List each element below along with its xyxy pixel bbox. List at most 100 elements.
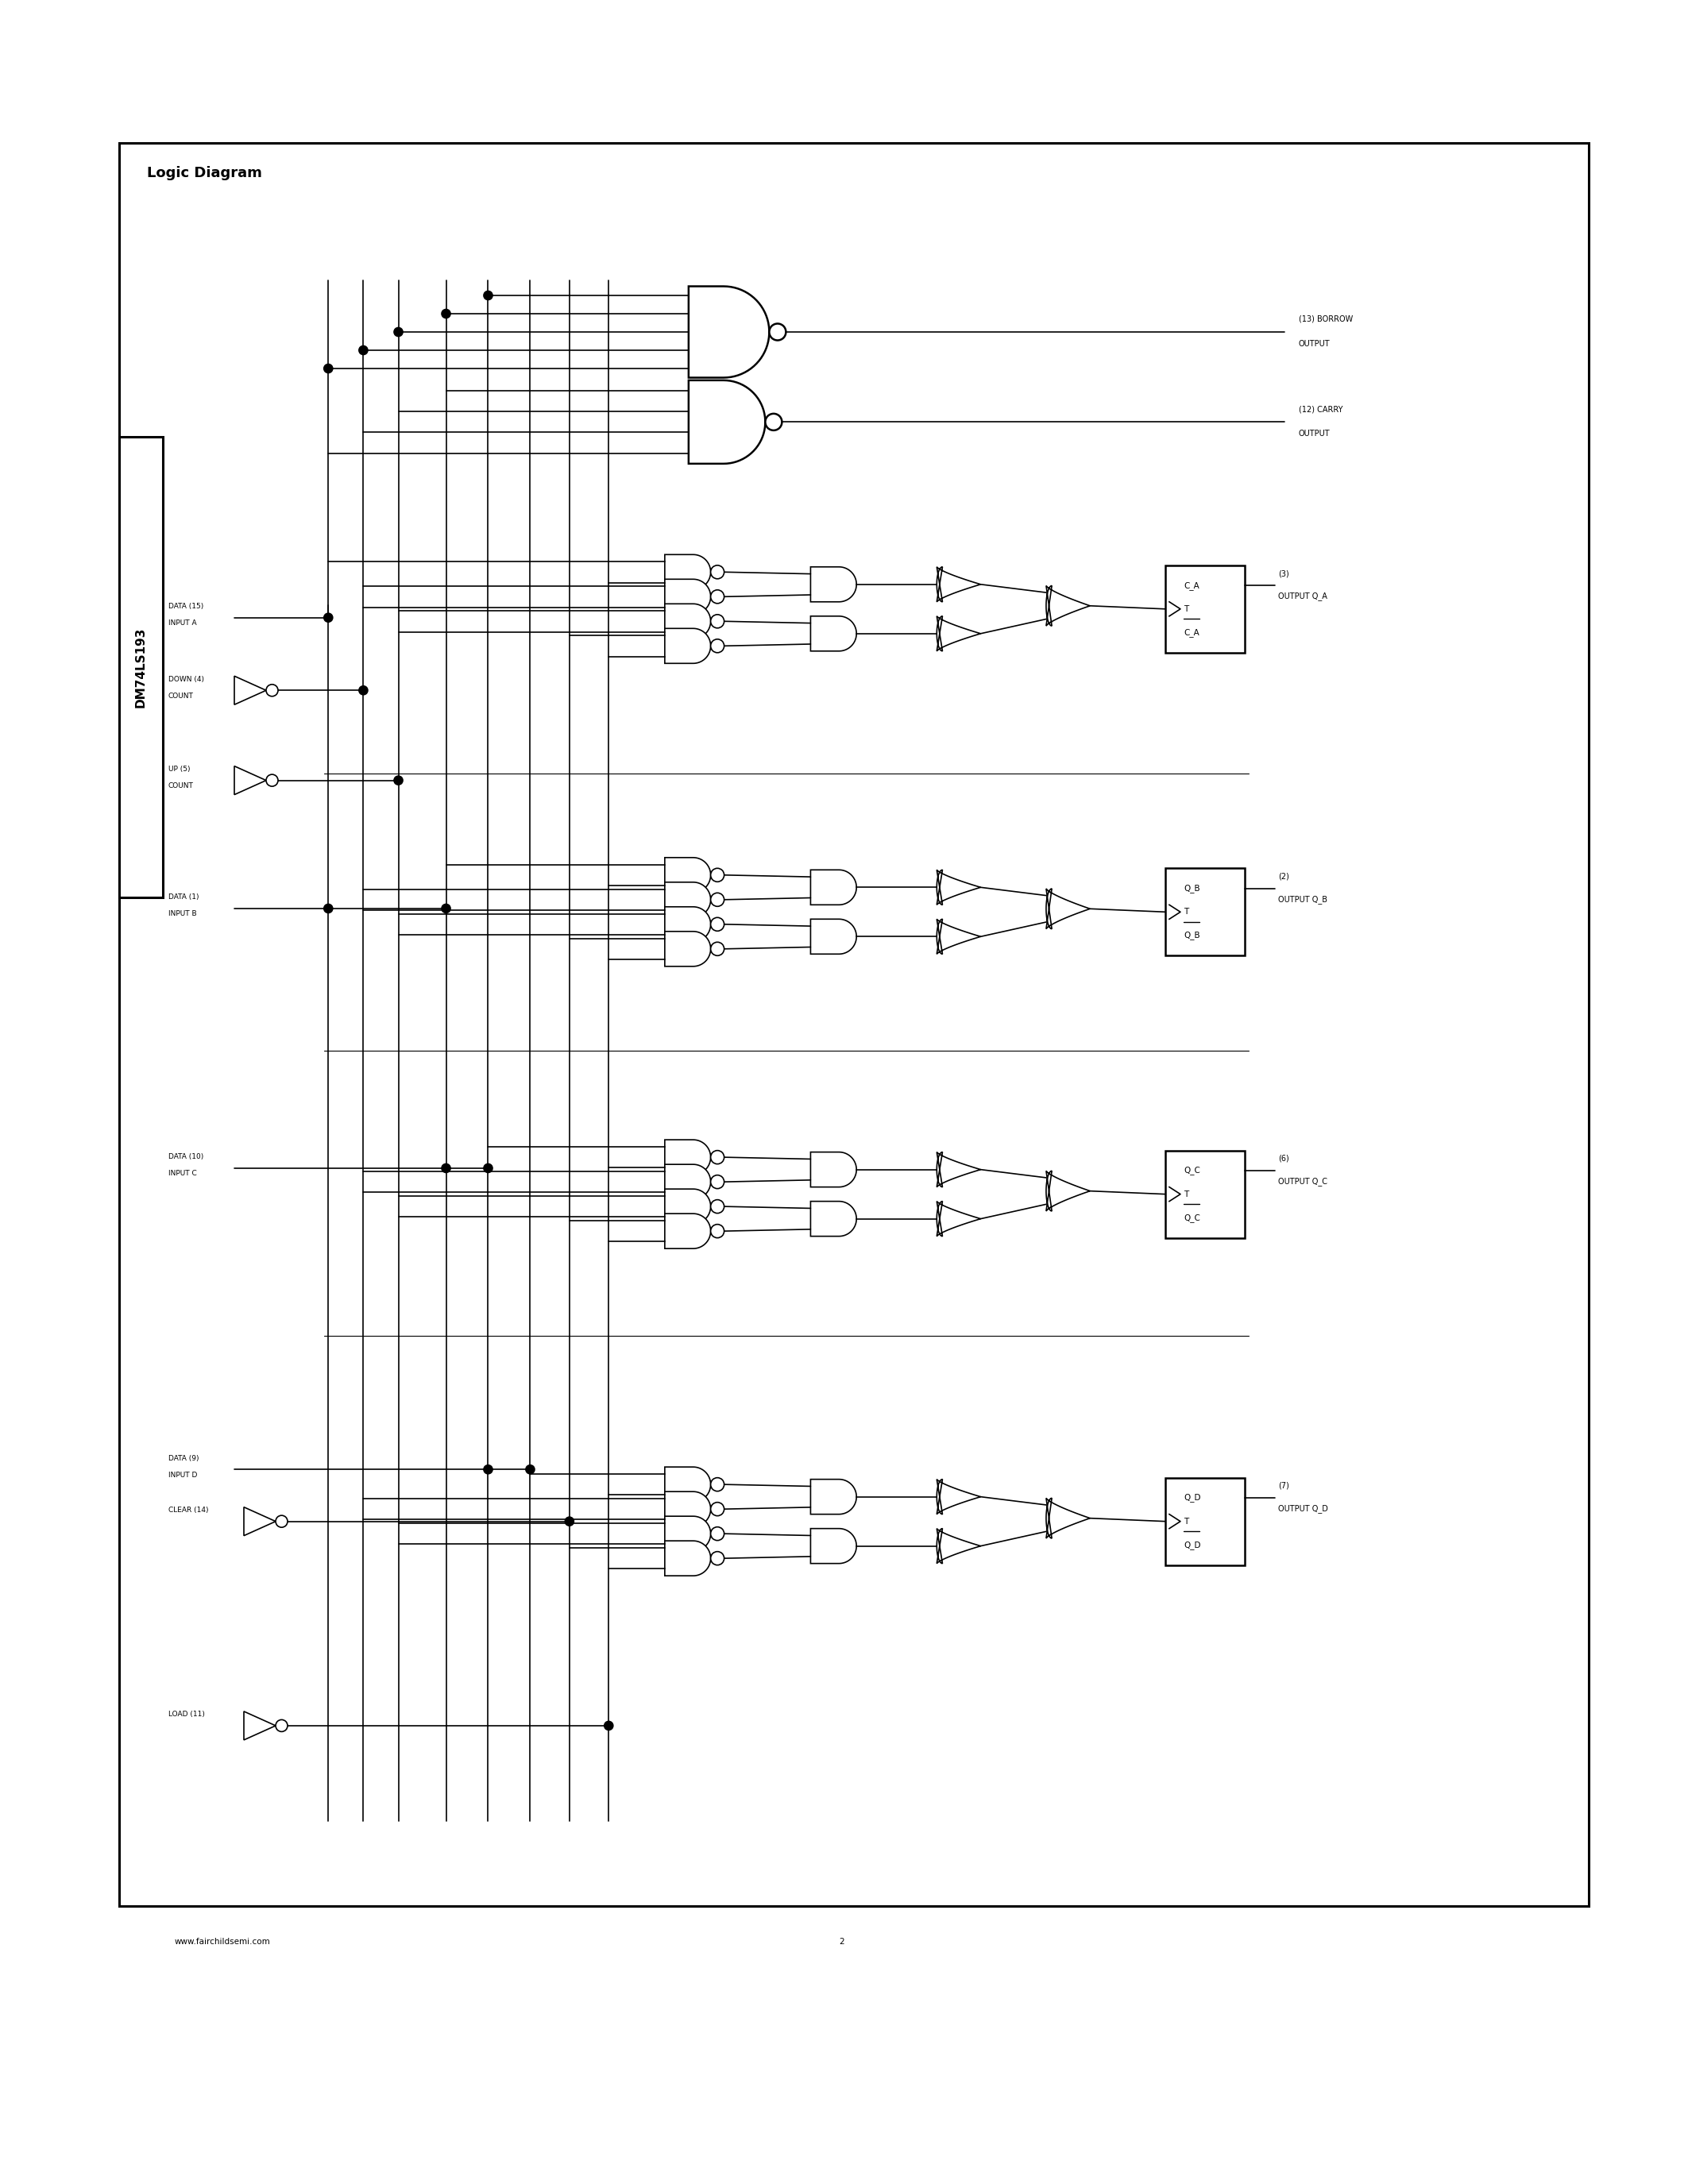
Polygon shape	[665, 555, 711, 590]
Circle shape	[360, 345, 368, 354]
Circle shape	[442, 310, 451, 319]
Text: INPUT D: INPUT D	[169, 1472, 197, 1479]
Text: (13) BORROW: (13) BORROW	[1298, 314, 1352, 323]
Text: CLEAR (14): CLEAR (14)	[169, 1507, 209, 1514]
Circle shape	[275, 1516, 287, 1527]
Circle shape	[484, 1164, 493, 1173]
Text: DATA (9): DATA (9)	[169, 1455, 199, 1461]
Circle shape	[711, 893, 724, 906]
Circle shape	[711, 917, 724, 930]
Polygon shape	[665, 882, 711, 917]
Text: DM74LS193: DM74LS193	[135, 627, 147, 708]
Polygon shape	[810, 1529, 856, 1564]
Circle shape	[324, 614, 333, 622]
Circle shape	[711, 869, 724, 882]
Polygon shape	[665, 1516, 711, 1551]
Polygon shape	[689, 286, 770, 378]
Circle shape	[393, 328, 403, 336]
Text: www.fairchildsemi.com: www.fairchildsemi.com	[176, 1937, 270, 1946]
Text: DATA (10): DATA (10)	[169, 1153, 204, 1160]
Polygon shape	[665, 858, 711, 893]
Polygon shape	[937, 568, 981, 603]
Polygon shape	[810, 1479, 856, 1514]
Polygon shape	[937, 869, 981, 904]
Polygon shape	[1047, 1171, 1090, 1212]
Circle shape	[711, 1225, 724, 1238]
Bar	[1165, 566, 1244, 653]
Circle shape	[484, 1465, 493, 1474]
Circle shape	[765, 413, 782, 430]
Text: UP (5): UP (5)	[169, 767, 191, 773]
Circle shape	[711, 614, 724, 629]
Circle shape	[267, 775, 279, 786]
Text: OUTPUT Q_D: OUTPUT Q_D	[1278, 1505, 1328, 1514]
Text: OUTPUT Q_C: OUTPUT Q_C	[1278, 1177, 1327, 1186]
Polygon shape	[810, 1201, 856, 1236]
Bar	[120, 437, 162, 898]
Text: (6): (6)	[1278, 1155, 1290, 1162]
Polygon shape	[665, 1140, 711, 1175]
Text: Q_D: Q_D	[1183, 1540, 1200, 1548]
Polygon shape	[665, 1542, 711, 1577]
Polygon shape	[810, 1153, 856, 1188]
Text: INPUT A: INPUT A	[169, 620, 197, 627]
Bar	[1165, 1479, 1244, 1566]
Polygon shape	[810, 568, 856, 603]
Polygon shape	[665, 579, 711, 614]
Text: C_A: C_A	[1183, 629, 1198, 638]
Text: DATA (15): DATA (15)	[169, 603, 204, 609]
Circle shape	[711, 640, 724, 653]
Text: Q_C: Q_C	[1183, 1214, 1200, 1223]
Text: Q_B: Q_B	[1183, 930, 1200, 939]
Text: (2): (2)	[1278, 871, 1290, 880]
Circle shape	[770, 323, 787, 341]
Circle shape	[324, 904, 333, 913]
Bar	[120, 142, 1588, 1907]
Polygon shape	[665, 1188, 711, 1223]
Text: LOAD (11): LOAD (11)	[169, 1710, 204, 1719]
Text: T: T	[1183, 1518, 1188, 1524]
Polygon shape	[243, 1712, 275, 1741]
Circle shape	[711, 1175, 724, 1188]
Polygon shape	[665, 930, 711, 965]
Bar	[1165, 1151, 1244, 1238]
Text: 2: 2	[839, 1937, 844, 1946]
Circle shape	[484, 290, 493, 299]
Circle shape	[711, 1151, 724, 1164]
Circle shape	[267, 684, 279, 697]
Circle shape	[711, 1479, 724, 1492]
Text: T: T	[1183, 1190, 1188, 1199]
Circle shape	[711, 941, 724, 957]
Text: OUTPUT Q_B: OUTPUT Q_B	[1278, 895, 1327, 904]
Polygon shape	[810, 869, 856, 904]
Circle shape	[324, 365, 333, 373]
Text: INPUT C: INPUT C	[169, 1171, 197, 1177]
Circle shape	[711, 1503, 724, 1516]
Text: (7): (7)	[1278, 1483, 1290, 1489]
Circle shape	[604, 1721, 613, 1730]
Circle shape	[711, 1199, 724, 1214]
Polygon shape	[665, 1468, 711, 1503]
Circle shape	[711, 566, 724, 579]
Text: Logic Diagram: Logic Diagram	[147, 166, 262, 181]
Polygon shape	[937, 1153, 981, 1188]
Polygon shape	[689, 380, 765, 463]
Text: OUTPUT Q_A: OUTPUT Q_A	[1278, 592, 1327, 601]
Text: (12) CARRY: (12) CARRY	[1298, 406, 1342, 413]
Text: COUNT: COUNT	[169, 692, 194, 699]
Text: DATA (1): DATA (1)	[169, 893, 199, 902]
Circle shape	[442, 1164, 451, 1173]
Polygon shape	[810, 919, 856, 954]
Circle shape	[711, 1551, 724, 1566]
Text: T: T	[1183, 605, 1188, 614]
Polygon shape	[1047, 585, 1090, 627]
Text: DOWN (4): DOWN (4)	[169, 675, 204, 684]
Circle shape	[442, 904, 451, 913]
Text: Q_B: Q_B	[1183, 885, 1200, 893]
Text: T: T	[1183, 909, 1188, 915]
Text: C_A: C_A	[1183, 581, 1198, 590]
Polygon shape	[665, 1214, 711, 1249]
Text: OUTPUT: OUTPUT	[1298, 430, 1330, 437]
Polygon shape	[937, 616, 981, 651]
Circle shape	[393, 775, 403, 784]
